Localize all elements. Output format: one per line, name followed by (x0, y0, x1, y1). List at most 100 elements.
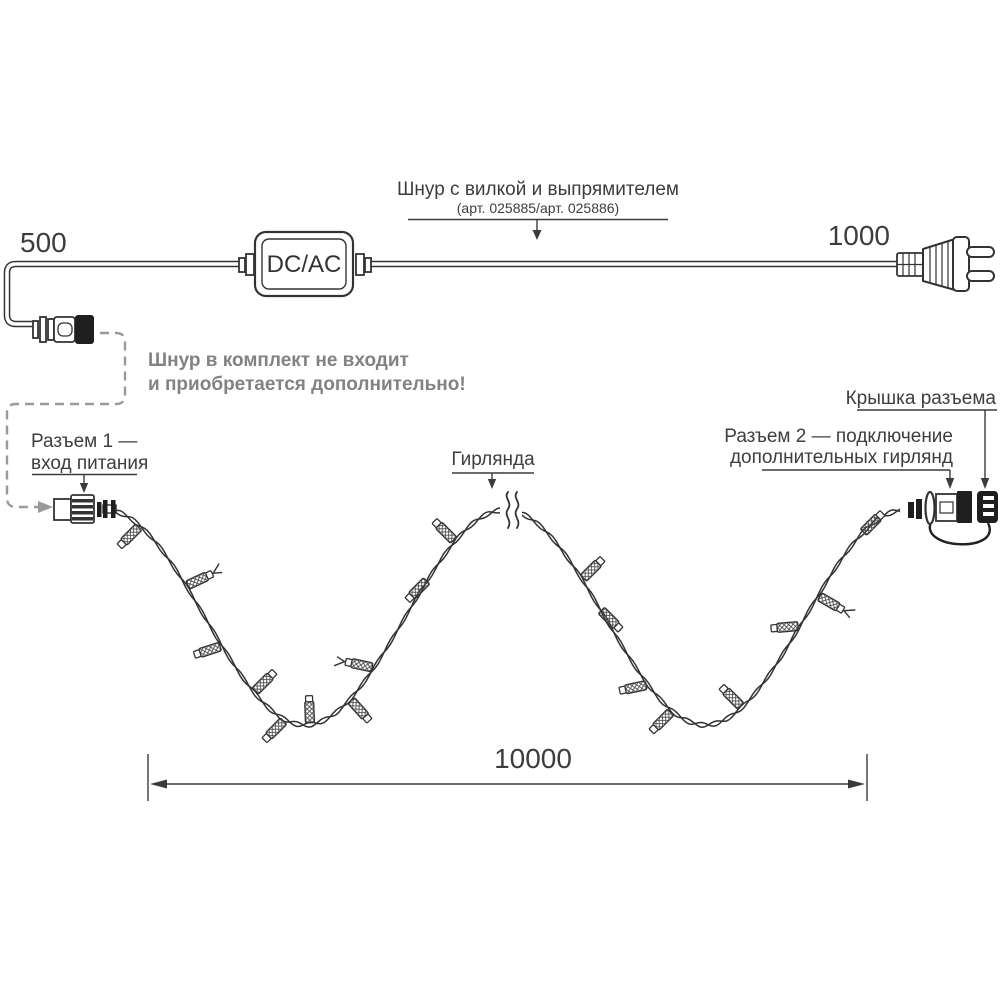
dim-arrowhead-right (848, 779, 865, 789)
lamp-tip (304, 694, 314, 703)
garland-wire (113, 507, 901, 729)
lamp-body (350, 658, 374, 673)
dim-500: 500 (20, 227, 67, 258)
power-plug (896, 236, 995, 292)
connector-rib-2 (39, 316, 47, 343)
output-connector-body (935, 493, 958, 522)
cap-slot-3 (983, 512, 994, 516)
lamp-tip (116, 539, 127, 550)
garland-lamp (718, 684, 744, 710)
power-cord (3, 260, 899, 328)
lamp-tip (648, 724, 659, 735)
output-connector-collar (957, 491, 972, 523)
garland-lamp (598, 607, 624, 633)
output-connector-rib-1 (908, 502, 914, 518)
wire-break-mark (500, 491, 522, 529)
cord-title: Шнур с вилкой и выпрямителем (397, 179, 679, 200)
lamp-tip (404, 593, 415, 603)
garland-lamp (431, 518, 457, 544)
output-connector-socket (939, 501, 954, 514)
lamp-tip (362, 713, 373, 724)
lamp-tip (267, 669, 278, 679)
converter-left-rib-large (245, 253, 255, 276)
connector2-arrowhead (945, 478, 955, 489)
hint-path: Шнур в комплект не входит и приобретаетс… (5, 331, 466, 513)
break-squiggle-1 (505, 491, 511, 529)
lamp-tip (431, 518, 442, 528)
cord-left-segment-core (5, 262, 240, 326)
garland-label-text: Гирлянда (451, 449, 535, 470)
lamp-body (624, 680, 648, 695)
garland-input-connector (53, 494, 117, 524)
lamp-tip (875, 510, 886, 521)
garland-lamp (860, 510, 886, 536)
plug-body (922, 238, 956, 291)
garland-lamp-with-wire-ends (333, 656, 374, 673)
garland-lamp (770, 621, 799, 633)
garland-lamp (404, 577, 430, 603)
garland-lamp (648, 709, 674, 735)
lamp-wire-ends (212, 563, 223, 574)
lamp-tip (770, 623, 778, 633)
connector-rib-1 (32, 320, 39, 339)
cord-label-arrowhead (532, 230, 542, 240)
plug-strain-ribs (897, 253, 923, 276)
input-nut-rib-4 (72, 517, 93, 521)
garland-output-connector (908, 490, 998, 546)
dim-arrowhead-left (150, 779, 167, 789)
input-connector-bar-1 (97, 502, 102, 517)
lamp-body (776, 621, 799, 633)
garland-lamp-with-wire-ends (185, 563, 223, 590)
input-connector-bar-2 (103, 500, 108, 518)
plug-face (952, 236, 970, 292)
lamp-tip (618, 685, 627, 695)
plug-prong-bottom (966, 270, 995, 282)
note-line1: Шнур в комплект не входит (148, 350, 409, 371)
lamp-body (198, 641, 222, 658)
garland-arrowhead (487, 479, 497, 489)
garland-lamp (347, 697, 373, 724)
garland-label: Гирлянда (451, 449, 535, 489)
hint-arrowhead (38, 501, 53, 513)
input-nut-rib-3 (72, 511, 93, 515)
garland-lamp (192, 641, 222, 659)
lamp-tip (205, 570, 215, 580)
garland-lamp (580, 556, 606, 582)
dim-1000: 1000 (828, 220, 890, 251)
garland-lamp (252, 669, 278, 695)
lamp-tip (344, 657, 353, 667)
garland-lamp-with-wire-ends (817, 592, 856, 618)
garland-lamp (261, 717, 287, 743)
connector1-line2: вход питания (31, 453, 148, 474)
converter-inner-panel (261, 238, 347, 290)
cap-label-text: Крышка разъема (846, 388, 997, 409)
connector2-line2: дополнительных гирлянд (730, 447, 953, 468)
cap-tether-loop (928, 521, 991, 546)
dc-ac-converter: DC/AC (238, 230, 372, 298)
garland-lamp (116, 524, 142, 550)
lamp-tip (595, 556, 606, 566)
output-connector-ring (924, 490, 936, 526)
lamp-tip (613, 622, 624, 633)
connector-end-cap (75, 315, 94, 344)
cap-label: Крышка разъема (846, 388, 997, 489)
note-line2: и приобретается дополнительно! (148, 374, 466, 395)
connector2-label: Разъем 2 — подключение дополнительных ги… (724, 426, 955, 489)
dimension-10000: 10000 (147, 743, 868, 801)
wire-strand-2 (113, 507, 901, 729)
lamp-tip (718, 684, 729, 694)
output-connector-rib-2 (916, 499, 922, 519)
connector-nozzle (57, 322, 73, 337)
garland-lamp (618, 680, 648, 695)
cord-subtitle: (арт. 025885/арт. 025886) (457, 200, 619, 216)
wire-strand-1 (113, 507, 901, 728)
adapter-output-connector (32, 315, 94, 344)
input-nut-rib-2 (72, 505, 93, 509)
lamp-wire-ends (843, 609, 856, 618)
cap-slot-2 (983, 504, 994, 508)
lamp-wire-ends (333, 656, 346, 667)
cord-left-segment (3, 260, 240, 328)
dim-10000-text: 10000 (494, 743, 572, 774)
converter-right-rib-large (355, 253, 365, 276)
